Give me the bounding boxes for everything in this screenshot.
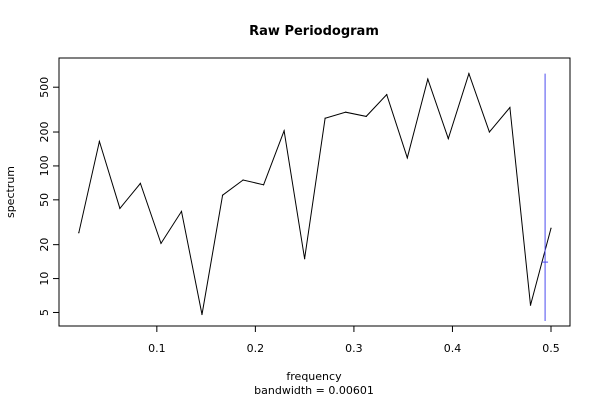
spectrum-point xyxy=(78,232,80,234)
spectrum-point xyxy=(304,258,306,260)
spectrum-point xyxy=(468,73,470,75)
x-tick-label: 0.4 xyxy=(444,342,462,355)
plot-frame xyxy=(58,57,571,327)
x-axis-sublabel: bandwidth = 0.00601 xyxy=(254,384,374,397)
spectrum-point xyxy=(386,93,388,96)
y-tick-label: 10 xyxy=(38,272,51,286)
series-layer xyxy=(78,72,552,316)
x-axis: 0.1 0.2 0.3 0.4 0.5 xyxy=(148,326,560,355)
spectrum-point xyxy=(447,137,449,140)
x-axis-label: frequency xyxy=(286,370,342,383)
y-tick-label: 5 xyxy=(38,309,51,316)
spectrum-point xyxy=(242,179,244,181)
y-tick-label: 500 xyxy=(38,77,51,98)
spectrum-point xyxy=(139,182,141,184)
spectrum-point xyxy=(406,157,408,159)
y-tick-label: 50 xyxy=(38,193,51,207)
y-tick-label: 200 xyxy=(38,122,51,143)
x-tick-label: 0.2 xyxy=(247,342,265,355)
bandwidth-marker xyxy=(542,73,549,321)
spectrum-point xyxy=(529,304,532,306)
x-tick-label: 0.5 xyxy=(542,342,560,355)
spectrum-point xyxy=(283,130,285,132)
y-tick-label: 20 xyxy=(38,238,51,252)
spectrum-point xyxy=(201,313,203,316)
spectrum-point xyxy=(345,111,347,113)
x-tick-label: 0.3 xyxy=(345,342,363,355)
x-tick-label: 0.1 xyxy=(148,342,166,355)
spectrum-line xyxy=(78,72,552,315)
spectrum-point xyxy=(180,210,183,212)
spectrum-point xyxy=(488,131,491,133)
spectrum-point xyxy=(365,115,367,118)
chart-title: Raw Periodogram xyxy=(249,24,379,39)
y-axis: 5 10 20 50 100 200 500 xyxy=(38,77,59,316)
spectrum-point xyxy=(119,207,121,209)
spectrum-point xyxy=(98,140,100,143)
spectrum-point xyxy=(160,242,162,245)
spectrum-point xyxy=(427,78,429,80)
y-axis-label: spectrum xyxy=(4,166,17,218)
y-tick-label: 100 xyxy=(38,155,51,176)
spectrum-point xyxy=(324,117,326,119)
spectrum-point xyxy=(262,184,265,186)
spectrum-point xyxy=(221,194,224,196)
spectrum-point xyxy=(550,227,552,229)
spectrum-point xyxy=(509,106,511,109)
